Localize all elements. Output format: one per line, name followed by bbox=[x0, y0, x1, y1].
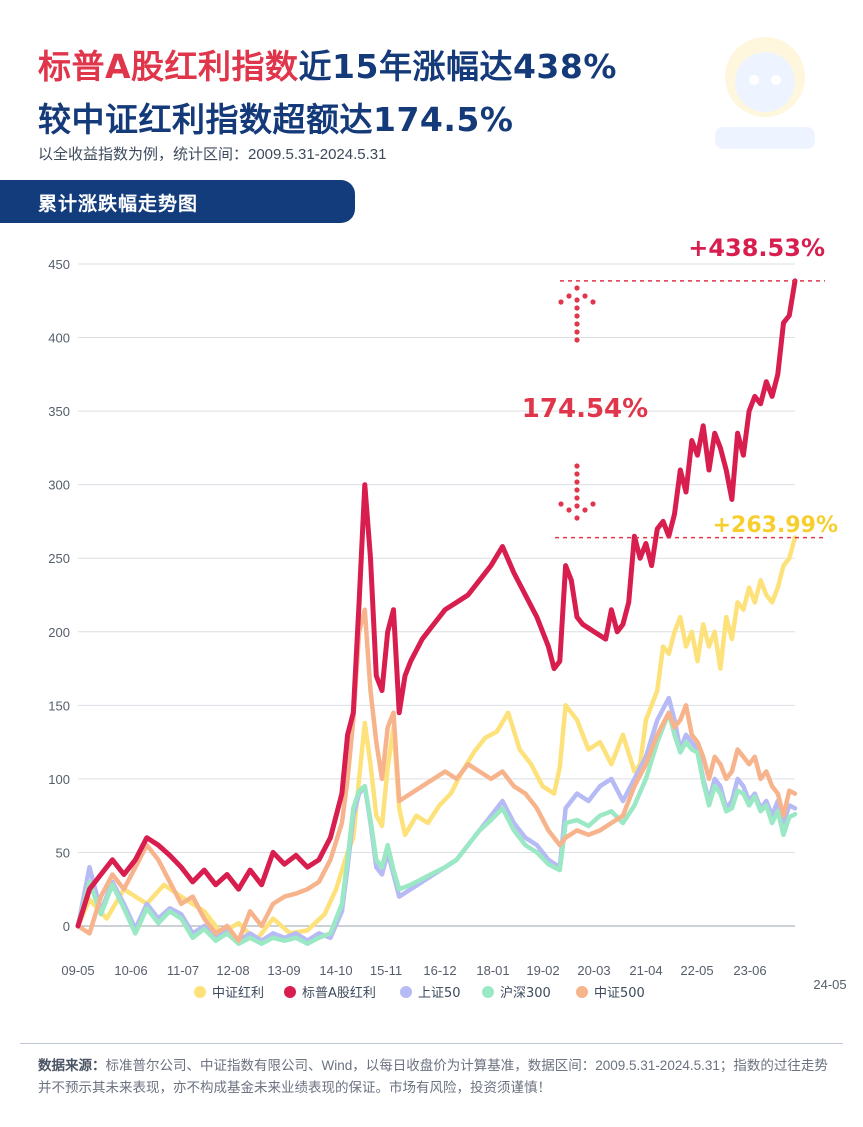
series-lines bbox=[75, 278, 798, 946]
y-tick-label: 150 bbox=[48, 698, 70, 713]
legend-label-2: 上证50 bbox=[418, 986, 461, 1001]
headline-highlight: 标普A股红利指数 bbox=[38, 47, 299, 86]
up-arrow-dot bbox=[574, 313, 580, 319]
section-tab: 累计涨跌幅走势图 bbox=[0, 180, 355, 223]
section-tab-label: 累计涨跌幅走势图 bbox=[38, 193, 199, 215]
y-tick-label: 50 bbox=[56, 845, 70, 860]
down-arrow-head-dot bbox=[582, 507, 588, 513]
legend-marker-0 bbox=[194, 986, 206, 998]
down-arrow-dot bbox=[574, 495, 580, 501]
y-tick-label: 300 bbox=[48, 478, 70, 493]
y-tick-label: 400 bbox=[48, 331, 70, 346]
x-tick-label: 15-11 bbox=[370, 963, 402, 978]
series-line-1 bbox=[75, 278, 798, 929]
x-axis-ticks: 09-05 10-06 11-07 12-08 13-09 14-10 15-11 16-12… bbox=[61, 963, 846, 992]
cumulative-return-chart: 0 50 100 150 200 250 300 350 400 450 09-05 10-06 11… bbox=[48, 234, 846, 1001]
up-arrow-dot bbox=[574, 329, 580, 335]
legend-marker-1 bbox=[284, 986, 296, 998]
down-arrow-head-dot bbox=[574, 515, 580, 521]
x-tick-label: 21-04 bbox=[629, 963, 662, 978]
up-arrow-dot bbox=[574, 321, 580, 327]
up-arrow-head-dot bbox=[566, 293, 572, 299]
headline-line-1: 标普A股红利指数近15年涨幅达438% bbox=[38, 40, 617, 88]
legend-label-1: 标普A股红利 bbox=[302, 985, 376, 1001]
legend-label-0: 中证红利 bbox=[212, 985, 264, 1001]
series-line-2 bbox=[75, 695, 798, 943]
down-arrow-head-dot bbox=[558, 501, 564, 507]
down-arrow-dot bbox=[574, 463, 580, 469]
series-line-3 bbox=[75, 710, 798, 946]
up-arrow-head-dot bbox=[558, 299, 564, 305]
x-tick-label: 22-05 bbox=[680, 963, 713, 978]
annotation-excess-return: 174.54% bbox=[522, 394, 648, 424]
y-tick-label: 0 bbox=[63, 919, 70, 934]
legend-label-4: 中证500 bbox=[594, 986, 645, 1001]
legend-label-3: 沪深300 bbox=[500, 985, 551, 1001]
y-tick-label: 350 bbox=[48, 404, 70, 419]
x-tick-label: 19-02 bbox=[526, 963, 559, 978]
x-tick-label: 12-08 bbox=[216, 963, 249, 978]
y-tick-label: 100 bbox=[48, 772, 70, 787]
up-arrow-dot bbox=[574, 305, 580, 311]
down-arrow-head-dot bbox=[566, 507, 572, 513]
x-tick-label: 11-07 bbox=[167, 963, 199, 978]
legend: 中证红利 标普A股红利 上证50 沪深300 中证500 bbox=[194, 985, 645, 1001]
down-arrow-dot bbox=[574, 471, 580, 477]
annotation-csi-dividend: +263.99% bbox=[713, 513, 838, 538]
grid-lines bbox=[78, 263, 795, 927]
x-tick-label: 20-03 bbox=[577, 963, 610, 978]
footnote-label: 数据来源： bbox=[38, 1058, 106, 1073]
up-arrow-head-dot bbox=[574, 285, 580, 291]
annotations: +438.53% +263.99% 174.54% bbox=[522, 234, 838, 539]
series-line-0 bbox=[75, 535, 798, 943]
subtitle: 以全收益指数为例，统计区间：2009.5.31-2024.5.31 bbox=[38, 146, 387, 163]
y-axis-ticks: 0 50 100 150 200 250 300 350 400 450 bbox=[48, 257, 70, 934]
series-line-4 bbox=[75, 607, 798, 943]
y-tick-label: 200 bbox=[48, 625, 70, 640]
footer-divider bbox=[20, 1043, 843, 1044]
x-tick-label: 23-06 bbox=[733, 963, 766, 978]
annotation-sp-a-dividend: +438.53% bbox=[688, 234, 825, 262]
x-tick-label: 24-05 bbox=[813, 977, 846, 992]
up-arrow-dot bbox=[574, 337, 580, 343]
down-arrow-dot bbox=[574, 487, 580, 493]
mascot-watermark-icon bbox=[715, 37, 815, 149]
up-arrow-head-dot bbox=[582, 293, 588, 299]
x-tick-label: 16-12 bbox=[423, 963, 456, 978]
x-tick-label: 10-06 bbox=[114, 963, 147, 978]
legend-marker-2 bbox=[400, 986, 412, 998]
y-tick-label: 250 bbox=[48, 551, 70, 566]
headline-rest: 近15年涨幅达438% bbox=[298, 47, 617, 86]
x-tick-label: 09-05 bbox=[61, 963, 94, 978]
data-source-footnote: 数据来源：标准普尔公司、中证指数有限公司、Wind，以每日收盘价为计算基准，数据… bbox=[38, 1055, 838, 1099]
legend-marker-3 bbox=[482, 986, 494, 998]
x-tick-label: 14-10 bbox=[319, 963, 352, 978]
footnote-text: 标准普尔公司、中证指数有限公司、Wind，以每日收盘价为计算基准，数据区间：20… bbox=[38, 1058, 828, 1095]
legend-marker-4 bbox=[576, 986, 588, 998]
down-arrow-head-dot bbox=[590, 501, 596, 507]
y-tick-label: 450 bbox=[48, 257, 70, 272]
up-arrow-dot bbox=[574, 297, 580, 303]
x-tick-label: 13-09 bbox=[267, 963, 300, 978]
down-arrow-dot bbox=[574, 479, 580, 485]
up-arrow-head-dot bbox=[590, 299, 596, 305]
x-tick-label: 18-01 bbox=[476, 963, 509, 978]
down-arrow-dot bbox=[574, 503, 580, 509]
headline-line-2: 较中证红利指数超额达174.5% bbox=[38, 100, 514, 139]
